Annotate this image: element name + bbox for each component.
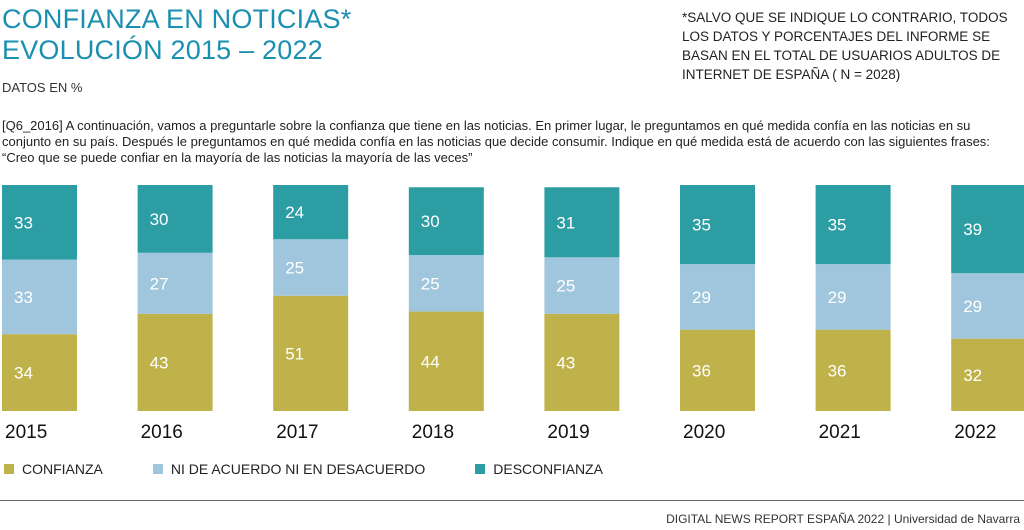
data-label: 27 (150, 274, 169, 293)
sample-note: *SALVO QUE SE INDIQUE LO CONTRARIO, TODO… (682, 10, 1008, 82)
legend-item: CONFIANZA (4, 461, 103, 477)
footer-divider (0, 500, 1024, 501)
data-label: 30 (150, 210, 169, 229)
chart-title: CONFIANZA EN NOTICIAS* EVOLUCIÓN 2015 – … (2, 4, 351, 66)
data-label: 25 (421, 274, 440, 293)
data-label: 39 (963, 220, 982, 239)
x-tick-label: 2021 (819, 422, 861, 443)
x-tick-label: 2018 (412, 422, 454, 443)
title-line-2: EVOLUCIÓN 2015 – 2022 (2, 35, 323, 65)
bar-segment-desconfianza-2020 (680, 185, 755, 265)
x-tick-label: 2015 (5, 422, 47, 443)
footer-credit: DIGITAL NEWS REPORT ESPAÑA 2022 | Univer… (666, 512, 1020, 526)
bar-segment-ni-de-acuerdo-ni-en-desacuerdo-2019 (544, 257, 620, 314)
data-label: 29 (963, 297, 982, 316)
data-label: 33 (14, 288, 33, 307)
legend-label: CONFIANZA (22, 461, 103, 477)
legend-swatch-icon (4, 464, 14, 474)
bar-segment-confianza-2019 (544, 313, 620, 411)
data-label: 36 (828, 361, 847, 380)
legend-label: NI DE ACUERDO NI EN DESACUERDO (170, 461, 426, 477)
survey-question: [Q6_2016] A continuación, vamos a pregun… (2, 118, 990, 165)
x-tick-label: 2022 (954, 422, 996, 443)
bar-segment-confianza-2017 (273, 295, 349, 411)
bar-segment-desconfianza-2015 (2, 185, 77, 260)
data-label: 35 (828, 216, 847, 235)
data-label: 29 (692, 288, 711, 307)
bar-segment-confianza-2016 (137, 313, 213, 411)
legend-item: NI DE ACUERDO NI EN DESACUERDO (152, 461, 426, 477)
bar-segment-desconfianza-2019 (544, 187, 620, 258)
bar-segment-ni-de-acuerdo-ni-en-desacuerdo-2020 (680, 264, 755, 330)
data-label: 33 (14, 213, 33, 232)
bar-segment-ni-de-acuerdo-ni-en-desacuerdo-2015 (2, 259, 77, 335)
bar-segment-ni-de-acuerdo-ni-en-desacuerdo-2016 (137, 252, 213, 314)
bar-segment-confianza-2015 (2, 334, 77, 411)
stacked-bar-chart: 34 33 33 2015 43 27 30 2016 51 25 24 2017 44 25 30 2018… (2, 185, 1024, 443)
bar-segment-desconfianza-2017 (273, 185, 349, 240)
bar-segment-desconfianza-2021 (815, 185, 891, 265)
bar-segment-ni-de-acuerdo-ni-en-desacuerdo-2022 (951, 273, 1024, 339)
title-line-1: CONFIANZA EN NOTICIAS* (2, 4, 352, 34)
bar-segment-ni-de-acuerdo-ni-en-desacuerdo-2021 (815, 264, 891, 330)
data-label: 34 (14, 364, 33, 383)
data-label: 51 (285, 344, 304, 363)
bar-segment-ni-de-acuerdo-ni-en-desacuerdo-2018 (408, 255, 484, 312)
x-tick-label: 2016 (141, 422, 183, 443)
bar-segment-confianza-2020 (680, 329, 755, 411)
legend-label: DESCONFIANZA (493, 461, 603, 477)
data-label: 31 (556, 213, 575, 232)
data-label: 35 (692, 216, 711, 235)
bar-segment-desconfianza-2018 (408, 187, 484, 256)
data-label: 32 (963, 366, 982, 385)
chart-subtitle: DATOS EN % (2, 80, 83, 95)
bar-segment-confianza-2022 (951, 338, 1024, 411)
data-label: 25 (556, 277, 575, 296)
legend: CONFIANZA NI DE ACUERDO NI EN DESACUERDO D… (4, 461, 653, 477)
data-label: 30 (421, 212, 440, 231)
data-label: 25 (285, 258, 304, 277)
data-label: 29 (828, 288, 847, 307)
data-label: 24 (285, 203, 304, 222)
bar-segment-desconfianza-2016 (137, 185, 213, 253)
x-tick-label: 2017 (276, 422, 318, 443)
bar-segment-confianza-2018 (408, 311, 484, 411)
data-label: 36 (692, 361, 711, 380)
x-tick-label: 2020 (683, 422, 725, 443)
x-tick-label: 2019 (547, 422, 589, 443)
legend-swatch-icon (152, 464, 163, 474)
bar-segment-confianza-2021 (815, 329, 891, 411)
bar-segment-ni-de-acuerdo-ni-en-desacuerdo-2017 (273, 239, 349, 296)
legend-swatch-icon (475, 464, 486, 474)
data-label: 44 (421, 352, 440, 371)
bar-segment-desconfianza-2022 (951, 185, 1024, 274)
data-label: 43 (556, 353, 575, 372)
legend-item: DESCONFIANZA (475, 461, 603, 477)
data-label: 43 (150, 353, 169, 372)
